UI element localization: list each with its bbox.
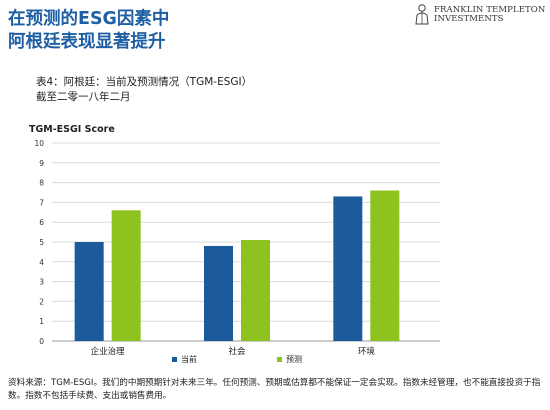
bar-current: [333, 196, 363, 341]
legend-label: 当前: [181, 354, 197, 364]
franklin-templeton-logo-icon: [415, 4, 429, 25]
page-title-line2: 阿根廷表现显著提升: [8, 32, 166, 52]
page-title-line1: 在预测的ESG因素中: [8, 9, 170, 29]
bar-forecast: [111, 210, 141, 341]
chart-subtitle: 表4：阿根廷：当前及预测情况（TGM-ESGI） 截至二零一八年二月: [36, 75, 252, 105]
page-title: 在预测的ESG因素中 阿根廷表现显著提升: [8, 8, 169, 54]
y-tick-label: 0: [39, 337, 44, 346]
footnote: 资料来源：TGM-ESGI。我们的中期预期针对未来三年。任何预测、预期或估算都不…: [8, 378, 541, 401]
x-tick-label: 社会: [228, 346, 246, 357]
chart-area: TGM-ESGI Score 0 1 2 3 4 5 6 7 8 9 10 企业治理 社会 环境当前 预测: [0, 118, 550, 368]
y-tick-label: 8: [39, 179, 44, 188]
y-tick-label: 5: [39, 238, 44, 247]
bar-current: [74, 242, 104, 341]
y-tick-label: 2: [39, 297, 44, 306]
legend-swatch: [172, 357, 177, 362]
y-tick-label: 6: [39, 218, 44, 227]
brand-logo: FRANKLIN TEMPLETON INVESTMENTS: [412, 3, 546, 25]
bar-current: [204, 245, 233, 341]
legend-label: 预测: [286, 354, 302, 364]
x-tick-label: 企业治理: [91, 346, 126, 357]
chart-subtitle-line2: 截至二零一八年二月: [36, 91, 131, 103]
x-tick-label: 环境: [358, 346, 376, 357]
chart-title: TGM-ESGI Score: [29, 124, 115, 135]
y-tick-label: 7: [39, 198, 44, 207]
chart-subtitle-line1: 表4：阿根廷：当前及预测情况（TGM-ESGI）: [36, 76, 253, 88]
bar-forecast: [370, 190, 400, 341]
y-tick-label: 9: [39, 159, 44, 168]
y-tick-label: 10: [34, 139, 44, 148]
y-tick-label: 4: [39, 258, 44, 267]
y-tick-label: 1: [39, 317, 44, 326]
logo-text-line2: INVESTMENTS: [434, 14, 504, 24]
legend-swatch: [277, 357, 282, 362]
bar-forecast: [241, 240, 270, 341]
logo-text-line1: FRANKLIN TEMPLETON: [434, 5, 546, 15]
y-tick-label: 3: [39, 278, 44, 287]
